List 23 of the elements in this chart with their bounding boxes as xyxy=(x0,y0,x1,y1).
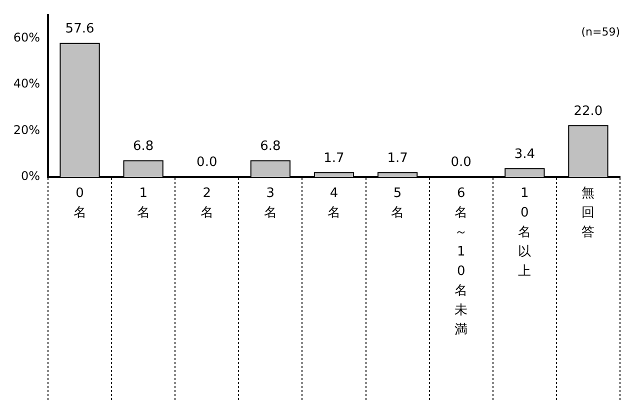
x-tick-label: 5名 xyxy=(391,186,404,221)
y-tick-label: 40% xyxy=(13,76,40,91)
data-label: 6.8 xyxy=(132,139,154,154)
y-tick-label: 60% xyxy=(13,30,40,44)
x-tick-label: 0名 xyxy=(73,186,86,221)
y-tick-label: 20% xyxy=(13,122,40,137)
data-label: 0.0 xyxy=(450,154,472,170)
data-label: 0.0 xyxy=(196,154,218,170)
x-tick-label: 4名 xyxy=(328,186,340,221)
x-tick-label: 6名～10名未満 xyxy=(454,186,468,338)
data-label: 1.7 xyxy=(324,150,344,166)
x-tick-label: 3名 xyxy=(264,186,277,221)
data-label: 57.6 xyxy=(65,22,94,37)
data-label: 6.8 xyxy=(260,139,281,154)
x-tick-label: 1名 xyxy=(136,186,150,221)
x-tick-label: 無回答 xyxy=(582,186,595,240)
data-label: 22.0 xyxy=(574,104,603,120)
data-label: 1.7 xyxy=(387,150,408,166)
annotation: (n=59) xyxy=(581,26,620,39)
data-label: 3.4 xyxy=(514,147,536,162)
x-tick-label: 10名以上 xyxy=(518,186,532,280)
x-tick-label: 2名 xyxy=(200,186,214,221)
y-tick-label: 0% xyxy=(20,169,40,184)
